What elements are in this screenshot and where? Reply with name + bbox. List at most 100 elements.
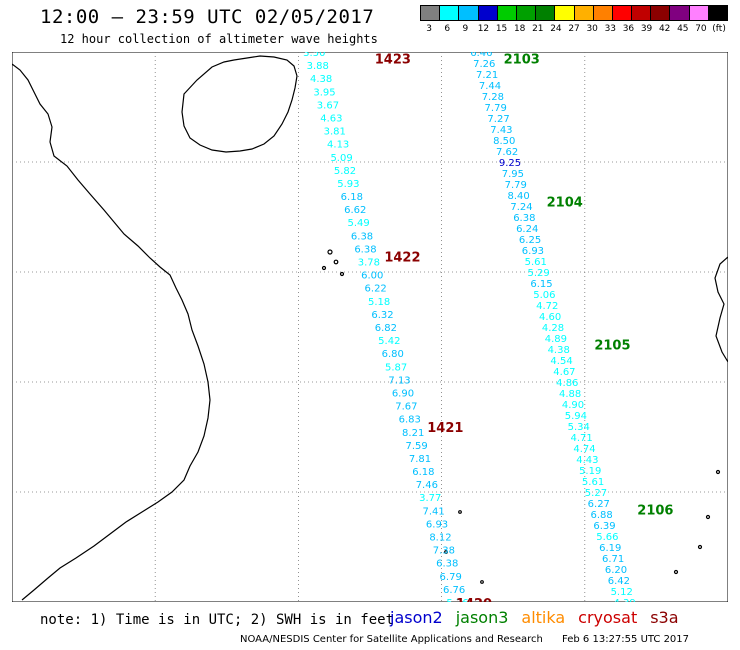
satellite-legend: jason2 jason3 altika cryosat s3a <box>390 608 692 627</box>
lat-lon-grid <box>12 52 728 602</box>
legend-swatch <box>536 6 556 20</box>
wave-height-value: 5.27 <box>585 488 607 499</box>
wave-height-value: 5.29 <box>528 268 550 279</box>
legend-label: 30 <box>586 24 598 34</box>
wave-height-value: 5.82 <box>334 166 356 177</box>
wave-height-value: 6.82 <box>375 323 397 334</box>
wave-height-value: 4.38 <box>310 74 332 85</box>
wave-height-value: 5.93 <box>337 179 359 190</box>
legend-label: 6 <box>444 24 451 34</box>
altimeter-tracks: 3.50 3.88 4.38 3.95 3.67 4.63 3.81 4.13 5.09 5.82… <box>303 52 636 602</box>
wave-height-value: 4.39 <box>613 598 635 602</box>
wave-height-value: 7.43 <box>490 125 512 136</box>
legend-label: 70 <box>695 24 707 34</box>
track-1423: 3.50 3.88 4.38 3.95 3.67 4.63 3.81 4.13 5.09 5.82… <box>303 52 468 602</box>
wave-height-value: 6.88 <box>591 510 613 521</box>
wave-height-value: 7.38 <box>433 546 455 557</box>
legend-swatch <box>574 6 594 20</box>
wave-height-value: 4.60 <box>539 312 561 323</box>
legend-swatch <box>516 6 537 20</box>
wave-height-value: 7.67 <box>395 402 417 413</box>
footer-timestamp: Feb 6 13:27:55 UTC 2017 <box>562 634 690 645</box>
wave-height-value: 5.76 <box>446 598 468 602</box>
wave-height-value: 7.21 <box>476 70 498 81</box>
wave-height-value: 7.26 <box>473 59 495 70</box>
pass-number-label: 1423 <box>375 53 411 68</box>
wave-height-value: 4.67 <box>553 367 575 378</box>
map-title: 12:00 – 23:59 UTC 02/05/2017 <box>40 6 375 28</box>
wave-height-value: 6.76 <box>443 585 465 596</box>
satellite-jason2: jason2 <box>390 608 443 627</box>
wave-height-value: 6.79 <box>440 572 462 583</box>
wave-height-value: 5.61 <box>525 257 547 268</box>
wave-height-value: 3.78 <box>358 258 380 269</box>
legend-label: 39 <box>640 24 653 34</box>
map-frame <box>12 52 728 602</box>
wave-height-value: 6.83 <box>399 415 421 426</box>
wave-height-value: 7.27 <box>487 114 509 125</box>
legend-label: 45 <box>677 24 689 34</box>
legend-swatch <box>478 6 498 20</box>
legend-swatches <box>420 5 728 21</box>
wave-height-value: 4.72 <box>536 301 558 312</box>
wave-height-value: 5.61 <box>582 477 604 488</box>
wave-height-value: 7.13 <box>388 375 410 386</box>
legend-swatch <box>689 6 709 20</box>
wave-height-value: 4.89 <box>545 334 567 345</box>
wave-height-value: 6.38 <box>351 231 373 242</box>
wave-height-value: 6.39 <box>593 521 615 532</box>
wave-height-value: 3.81 <box>324 127 346 138</box>
wave-height-value: 4.38 <box>548 345 570 356</box>
pass-number-label: 1421 <box>427 421 463 436</box>
pass-labels: 1423 1422 1421 1420 2103 2104 2105 2106 <box>375 53 674 603</box>
wave-height-value: 6.38 <box>354 244 376 255</box>
footer-credit: NOAA/NESDIS Center for Satellite Applica… <box>240 634 689 645</box>
legend-swatch <box>670 6 690 20</box>
wave-height-value: 5.19 <box>579 466 601 477</box>
wave-height-value: 7.28 <box>482 92 504 103</box>
wave-height-value: 7.79 <box>485 103 507 114</box>
legend-label: 21 <box>532 24 544 34</box>
wave-height-value: 6.32 <box>371 310 393 321</box>
wave-height-value: 6.24 <box>516 224 538 235</box>
pass-number-label: 1420 <box>456 597 492 602</box>
legend-swatch <box>593 6 613 20</box>
wave-height-value: 7.46 <box>416 480 438 491</box>
wave-height-value: 4.54 <box>550 356 572 367</box>
wave-height-value: 6.93 <box>426 519 448 530</box>
wave-height-value: 4.88 <box>559 389 581 400</box>
wave-height-value: 6.71 <box>602 554 624 565</box>
wave-height-value: 5.34 <box>568 422 590 433</box>
coastline <box>12 55 728 601</box>
legend-label: 3 <box>426 24 432 34</box>
wave-height-value: 3.77 <box>419 493 441 504</box>
pass-number-label: 1422 <box>384 251 420 266</box>
wave-height-map: 105108111114117120201816141210 3.50 3.88 4… <box>12 52 728 602</box>
legend-label: 42 <box>658 24 671 34</box>
wave-height-value: 5.66 <box>596 532 618 543</box>
wave-height-value: 7.41 <box>423 506 445 517</box>
wave-height-value: 5.18 <box>368 297 390 308</box>
legend-swatch <box>708 6 727 20</box>
wave-height-value: 3.67 <box>317 100 339 111</box>
units-note: note: 1) Time is in UTC; 2) SWH is in fe… <box>40 612 395 628</box>
legend-labels: 3 6 9 12 15 18 21 24 27 30 33 36 39 42 45 70 (ft) <box>420 24 728 34</box>
wave-height-value: 4.90 <box>562 400 584 411</box>
pass-number-label: 2103 <box>504 53 540 68</box>
wave-height-value: 8.12 <box>429 533 451 544</box>
wave-height-value: 4.86 <box>556 378 578 389</box>
wave-height-value: 3.50 <box>303 52 325 59</box>
wave-height-value: 6.62 <box>344 205 366 216</box>
wave-height-value: 6.18 <box>412 467 434 478</box>
pass-number-label: 2104 <box>547 196 583 211</box>
legend-label: (ft) <box>712 24 726 34</box>
wave-height-value: 8.50 <box>493 136 515 147</box>
legend-swatch <box>421 6 441 20</box>
legend-swatch <box>440 6 460 20</box>
wave-height-value: 4.71 <box>570 433 592 444</box>
wave-height-value: 6.18 <box>341 192 363 203</box>
wave-height-value: 6.93 <box>522 246 544 257</box>
wave-height-value: 6.38 <box>513 213 535 224</box>
wave-height-value: 6.20 <box>605 565 627 576</box>
vietnam-coastline <box>12 63 211 601</box>
